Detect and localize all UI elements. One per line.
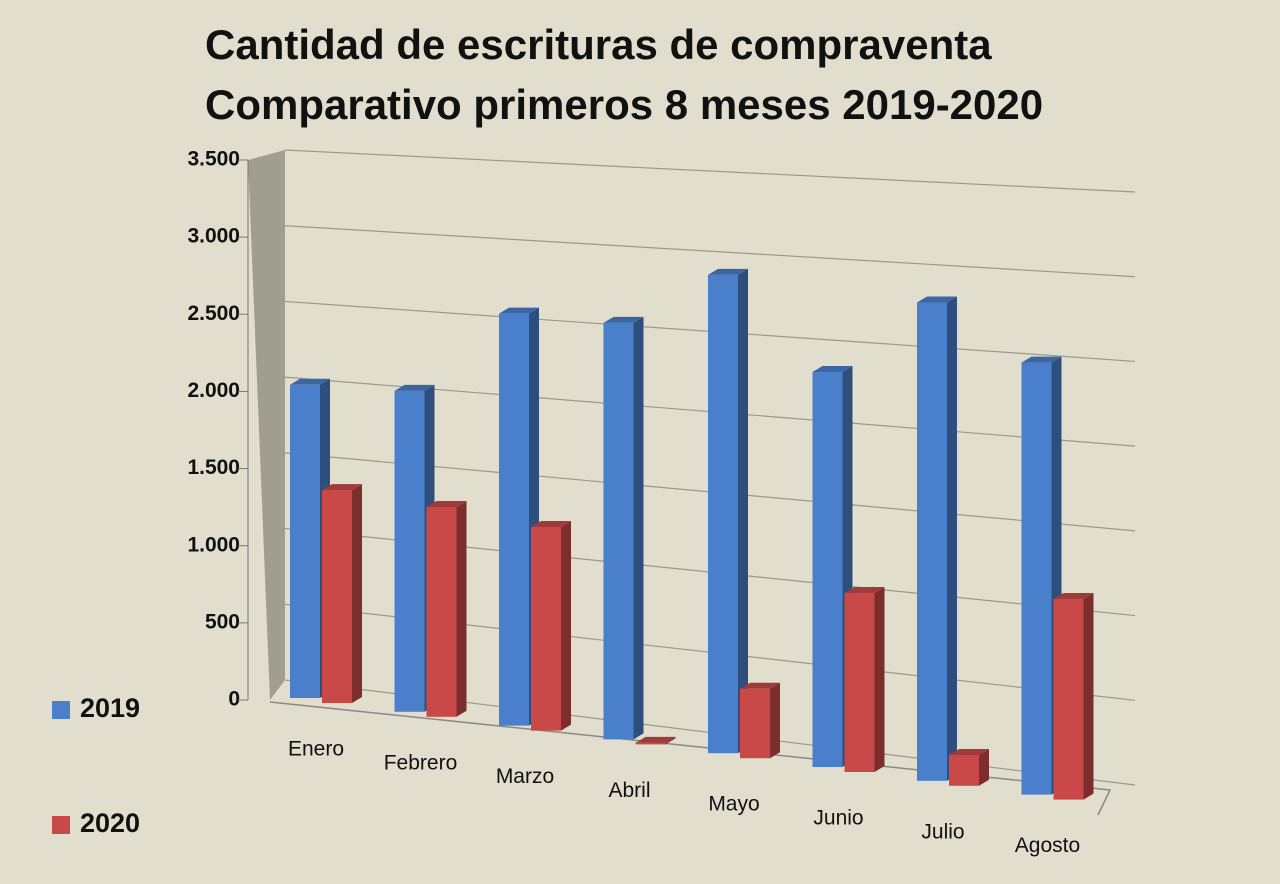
y-tick-label: 1.500 bbox=[187, 456, 240, 479]
y-tick-label: 0 bbox=[228, 688, 240, 711]
bar bbox=[949, 748, 989, 786]
bar-front bbox=[531, 526, 561, 731]
x-tick-label: Marzo bbox=[496, 765, 554, 788]
bar-side bbox=[561, 520, 571, 731]
bar-side bbox=[1083, 593, 1094, 800]
bar-side bbox=[352, 484, 362, 703]
bar bbox=[290, 378, 330, 698]
x-tick-label: Abril bbox=[608, 779, 650, 802]
bar-front bbox=[499, 313, 529, 726]
legend-label: 2019 bbox=[80, 693, 140, 723]
bar bbox=[1053, 593, 1094, 800]
bar-top bbox=[708, 268, 748, 275]
bar-side bbox=[633, 316, 644, 740]
bar bbox=[844, 587, 885, 772]
bar-front bbox=[394, 390, 425, 712]
y-tick-label: 3.500 bbox=[187, 148, 240, 171]
bar-front bbox=[844, 593, 875, 772]
bar-side bbox=[979, 748, 989, 786]
bar bbox=[740, 682, 780, 759]
floor-edge bbox=[269, 701, 1112, 816]
bar-front bbox=[917, 302, 947, 781]
y-tick-label: 2.000 bbox=[187, 379, 240, 402]
bar-front bbox=[603, 322, 634, 740]
bar-top bbox=[394, 384, 435, 391]
grid-line bbox=[284, 225, 1136, 278]
bar-top bbox=[1021, 356, 1062, 363]
bar-front bbox=[1021, 362, 1052, 795]
bar-top bbox=[426, 500, 467, 507]
bar-side bbox=[665, 736, 676, 745]
bar-front bbox=[290, 384, 320, 698]
y-tick-label: 500 bbox=[205, 610, 240, 633]
bar-top bbox=[603, 316, 644, 323]
bar-top bbox=[917, 296, 957, 303]
bar-top bbox=[949, 748, 989, 755]
legend-label: 2020 bbox=[80, 808, 140, 838]
bar bbox=[426, 500, 467, 717]
legend-swatch bbox=[52, 816, 70, 834]
bar bbox=[917, 296, 957, 781]
bar-side bbox=[456, 500, 467, 717]
bar-top bbox=[322, 484, 362, 491]
x-tick-label: Enero bbox=[288, 738, 344, 761]
x-tick-label: Agosto bbox=[1015, 834, 1080, 857]
bar-top bbox=[290, 378, 330, 385]
bar bbox=[708, 268, 748, 754]
x-tick-label: Junio bbox=[813, 807, 863, 830]
bar-top bbox=[740, 682, 780, 689]
bar-front bbox=[740, 688, 770, 759]
bar bbox=[531, 520, 571, 731]
chart-title: Cantidad de escrituras de compraventa bbox=[205, 21, 992, 68]
bar-top bbox=[499, 307, 539, 314]
bar-front bbox=[812, 372, 843, 767]
x-tick-label: Julio bbox=[921, 820, 964, 843]
bar bbox=[322, 484, 362, 703]
bar-top bbox=[812, 366, 853, 373]
bar-front bbox=[708, 274, 738, 754]
bar-side bbox=[738, 268, 748, 754]
back-wall-side bbox=[248, 150, 285, 700]
bar bbox=[635, 736, 676, 745]
bar-front bbox=[322, 490, 352, 703]
x-tick-label: Mayo bbox=[708, 793, 759, 816]
y-tick-label: 1.000 bbox=[187, 533, 240, 556]
y-tick-label: 2.500 bbox=[187, 302, 240, 325]
bar-front bbox=[949, 754, 979, 786]
bar-front bbox=[1053, 599, 1084, 800]
bar-side bbox=[770, 682, 780, 759]
legend-swatch bbox=[52, 701, 70, 719]
bar-front bbox=[635, 742, 666, 745]
bar-top bbox=[531, 520, 571, 527]
bar-side bbox=[947, 296, 957, 781]
x-tick-label: Febrero bbox=[384, 751, 458, 774]
chart-subtitle: Comparativo primeros 8 meses 2019-2020 bbox=[205, 81, 1043, 128]
bar-top bbox=[1053, 593, 1094, 600]
bar bbox=[603, 316, 644, 740]
bar-side bbox=[874, 587, 885, 772]
bar-top bbox=[635, 736, 676, 743]
grid-line bbox=[284, 149, 1136, 193]
y-tick-label: 3.000 bbox=[187, 225, 240, 248]
bar-top bbox=[844, 587, 885, 594]
bar-front bbox=[426, 506, 457, 717]
